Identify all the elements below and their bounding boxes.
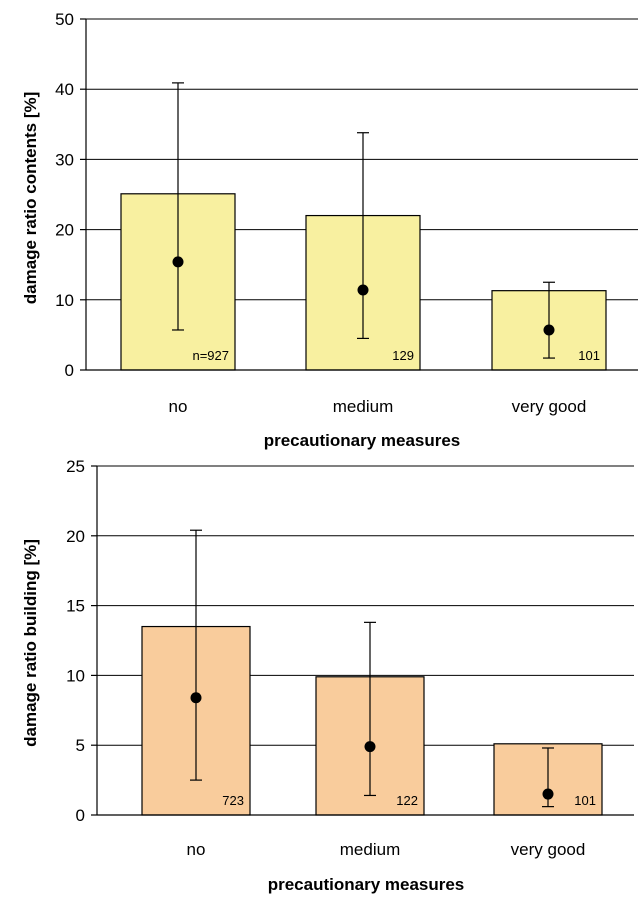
building-y-tick-label-3: 15 (66, 597, 85, 616)
contents-chart: n=927 129 101 0 10 20 30 40 50 no medium very goo… (21, 10, 638, 450)
building-category-label-0: no (187, 840, 206, 859)
building-bars (141, 625, 603, 816)
building-error-bars (190, 529, 554, 808)
contents-y-tick-label-5: 50 (55, 10, 74, 29)
contents-error-bars (172, 82, 555, 359)
building-y-tick-label-4: 20 (66, 527, 85, 546)
building-axes (91, 465, 634, 816)
contents-y-tick-label-2: 20 (55, 221, 74, 240)
contents-y-tick-label-4: 40 (55, 80, 74, 99)
contents-y-tick-label-1: 10 (55, 291, 74, 310)
building-y-axis-title: damage ratio building [%] (21, 539, 40, 747)
contents-axes (80, 18, 638, 371)
contents-n-label-1: 129 (392, 348, 414, 363)
building-category-label-1: medium (340, 840, 400, 859)
building-y-tick-label-1: 5 (76, 736, 85, 755)
contents-y-tick-label-0: 0 (65, 361, 74, 380)
contents-x-axis-title: precautionary measures (264, 431, 461, 450)
contents-mean-point-1 (357, 284, 369, 296)
building-n-labels: 723 122 101 (222, 793, 596, 808)
contents-n-label-2: 101 (578, 348, 600, 363)
building-category-labels: no medium very good (187, 840, 586, 859)
building-n-label-1: 122 (396, 793, 418, 808)
contents-n-labels: n=927 129 101 (192, 348, 600, 363)
building-y-tick-label-2: 10 (66, 666, 85, 685)
contents-category-label-2: very good (512, 397, 587, 416)
building-n-label-0: 723 (222, 793, 244, 808)
building-mean-point-2 (542, 788, 554, 800)
building-x-axis-title: precautionary measures (268, 875, 465, 894)
contents-category-labels: no medium very good (169, 397, 587, 416)
building-y-tick-label-5: 25 (66, 457, 85, 476)
contents-category-label-0: no (169, 397, 188, 416)
building-mean-point-1 (364, 741, 376, 753)
contents-n-label-0: n=927 (192, 348, 229, 363)
building-n-label-2: 101 (574, 793, 596, 808)
contents-mean-point-0 (172, 256, 184, 268)
contents-y-tick-label-3: 30 (55, 150, 74, 169)
contents-category-label-1: medium (333, 397, 393, 416)
building-category-label-2: very good (511, 840, 586, 859)
building-y-tick-label-0: 0 (76, 806, 85, 825)
building-mean-point-0 (190, 692, 202, 704)
contents-y-axis-title: damage ratio contents [%] (21, 92, 40, 305)
building-chart: 723 122 101 0 5 10 15 20 25 no medium very good d… (21, 457, 634, 894)
contents-y-tick-labels: 0 10 20 30 40 50 (55, 10, 74, 380)
building-y-tick-labels: 0 5 10 15 20 25 (66, 457, 85, 825)
contents-mean-point-2 (543, 324, 555, 336)
